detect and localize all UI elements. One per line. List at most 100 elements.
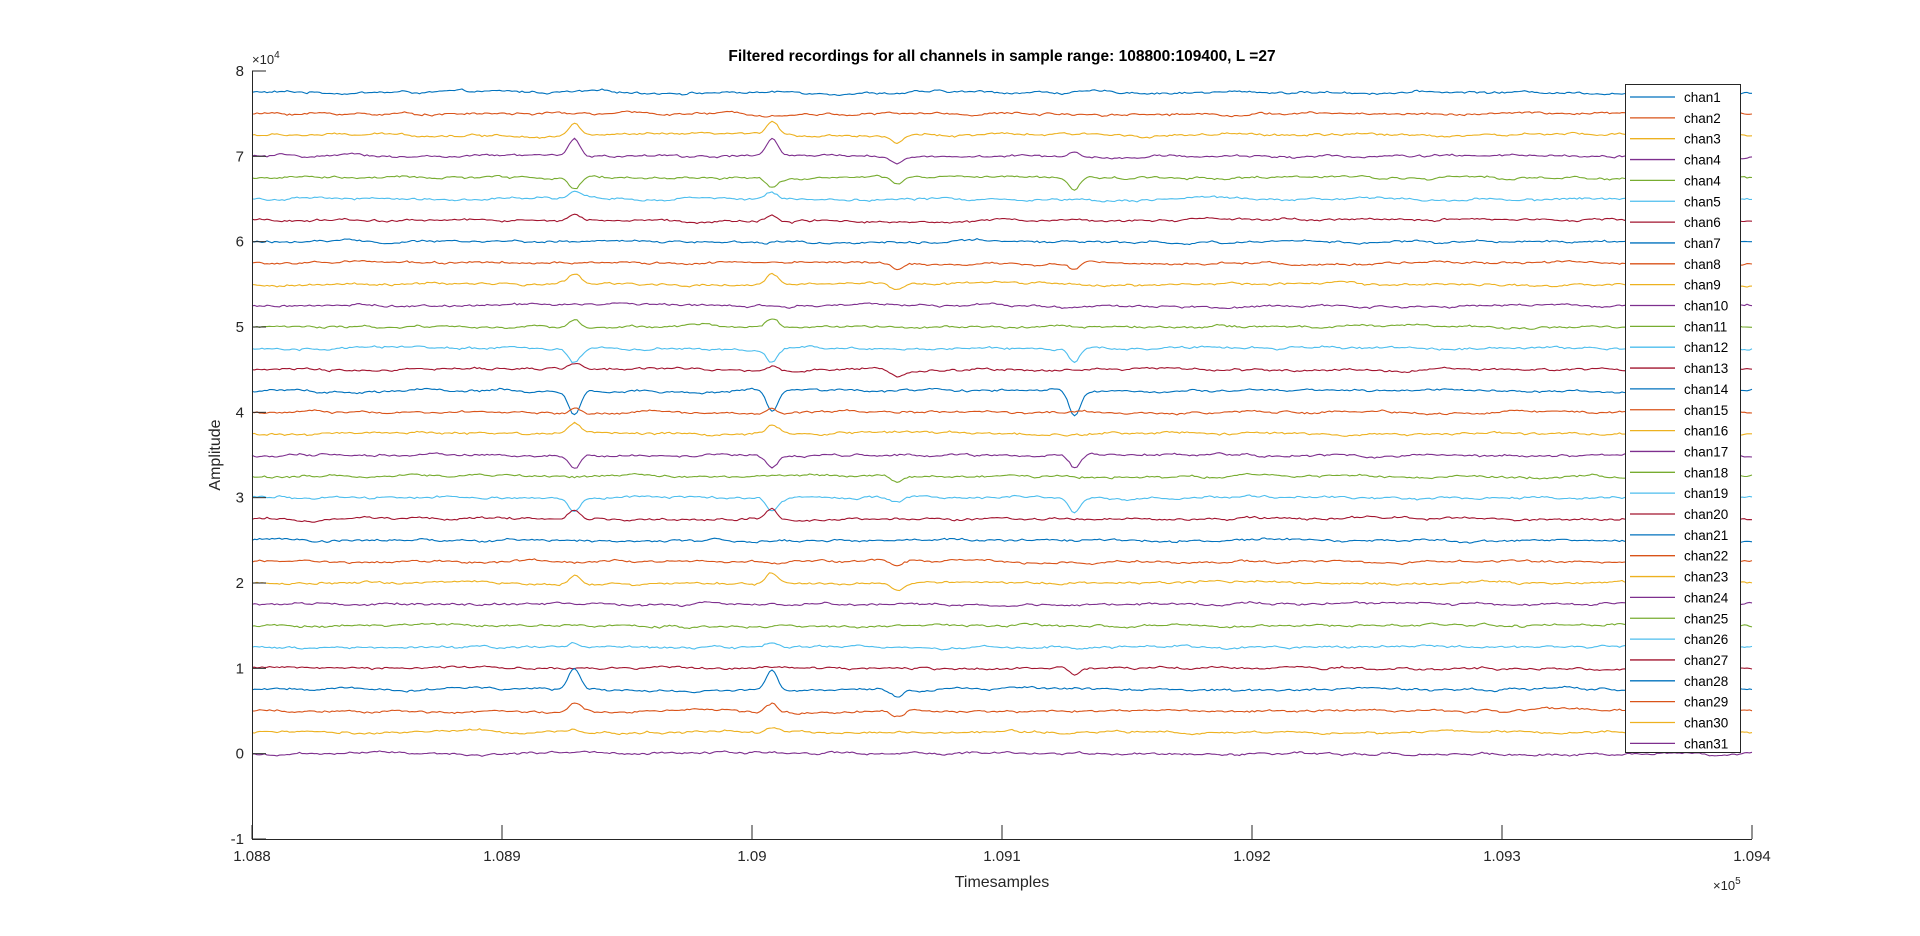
x-ticks: 1.088 1.089 1.09 1.091 1.092 1.093 1.094 — [233, 825, 1771, 865]
y-tick-label: 4 — [236, 404, 244, 421]
series-line-chan16 — [251, 421, 1752, 437]
legend-label: chan23 — [1684, 570, 1728, 585]
chart-title: Filtered recordings for all channels in … — [728, 48, 1275, 65]
legend-label: chan2 — [1684, 111, 1721, 126]
series-line-chan1 — [251, 88, 1752, 96]
series-line-chan3 — [251, 120, 1753, 145]
legend-label: chan30 — [1684, 716, 1728, 731]
legend-label: chan9 — [1684, 278, 1721, 293]
y-tick-label: 5 — [236, 319, 244, 336]
legend-label: chan4 — [1684, 173, 1721, 188]
legend-label: chan8 — [1684, 257, 1721, 272]
legend-label: chan28 — [1684, 674, 1728, 689]
legend-label: chan12 — [1684, 340, 1728, 355]
series-line-chan31 — [251, 750, 1753, 757]
y-tick-label: 3 — [236, 490, 244, 507]
legend-label: chan17 — [1684, 444, 1728, 459]
legend-label: chan31 — [1684, 736, 1728, 751]
x-tick-label: 1.088 — [233, 848, 271, 865]
series-line-chan19 — [251, 494, 1753, 514]
legend-label: chan21 — [1684, 528, 1728, 543]
svg-text:×105: ×105 — [1713, 876, 1741, 893]
series-line-chan17 — [251, 452, 1753, 469]
plot-area: 1.088 1.089 1.09 1.091 1.092 1.093 1.094 -1 0 1 2… — [231, 63, 1771, 865]
legend-label: chan10 — [1684, 299, 1728, 314]
x-exponent-base: ×10 — [1713, 878, 1735, 893]
series-line-chan27 — [251, 665, 1753, 676]
x-exponent-power: 5 — [1735, 876, 1741, 887]
series-line-chan2 — [251, 110, 1753, 118]
legend-label: chan15 — [1684, 403, 1728, 418]
series-line-chan29 — [251, 702, 1753, 718]
series-line-chan13 — [251, 362, 1753, 378]
x-axis-label: Timesamples — [955, 874, 1050, 891]
legend-label: chan29 — [1684, 695, 1728, 710]
series-line-chan20 — [251, 507, 1753, 523]
series-line-chan30 — [251, 727, 1753, 736]
legend-label: chan6 — [1684, 215, 1721, 230]
legend-label: chan3 — [1684, 132, 1721, 147]
series-line-chan7 — [251, 237, 1752, 246]
legend-label: chan1 — [1684, 90, 1721, 105]
x-tick-label: 1.089 — [483, 848, 521, 865]
x-tick-label: 1.094 — [1733, 848, 1771, 865]
y-exponent-power: 4 — [274, 50, 280, 61]
legend-label: chan11 — [1684, 319, 1727, 334]
legend-label: chan26 — [1684, 632, 1728, 647]
series-line-chan18 — [251, 472, 1753, 483]
x-exponent-label: ×105 — [1713, 876, 1741, 893]
y-tick-label: 7 — [236, 148, 244, 165]
legend-label: chan14 — [1684, 382, 1729, 397]
x-tick-label: 1.093 — [1483, 848, 1521, 865]
series-line-chan10 — [251, 302, 1753, 310]
legend-label: chan16 — [1684, 424, 1728, 439]
y-tick-label: 6 — [236, 234, 244, 251]
series-line-chan14 — [251, 387, 1753, 417]
y-exponent-label: ×104 — [252, 50, 280, 67]
series-line-chan28 — [251, 667, 1753, 698]
y-tick-label: 0 — [236, 746, 244, 763]
series-line-chan26 — [251, 641, 1753, 651]
legend-label: chan27 — [1684, 653, 1728, 668]
series-line-chan24 — [251, 601, 1753, 608]
legend-label: chan20 — [1684, 507, 1728, 522]
legend-label: chan7 — [1684, 236, 1721, 251]
series-line-chan5 — [251, 190, 1753, 203]
x-tick-label: 1.091 — [983, 848, 1021, 865]
legend-box — [1625, 84, 1741, 753]
legend-label: chan4 — [1684, 153, 1721, 168]
series-line-chan9 — [251, 272, 1753, 290]
legend-label: chan5 — [1684, 194, 1721, 209]
series-line-chan4 — [251, 174, 1753, 191]
x-tick-label: 1.09 — [737, 848, 766, 865]
series-line-chan25 — [251, 622, 1753, 630]
svg-text:×104: ×104 — [252, 50, 280, 67]
x-tick-label: 1.092 — [1233, 848, 1271, 865]
axis-lines — [252, 71, 1752, 840]
series-line-chan4 — [251, 137, 1753, 165]
y-tick-label: 2 — [236, 575, 244, 592]
legend-label: chan19 — [1684, 486, 1728, 501]
series-line-chan21 — [251, 537, 1753, 544]
y-tick-label: 1 — [236, 660, 244, 677]
series-line-chan8 — [251, 260, 1753, 271]
series-line-chan22 — [251, 558, 1753, 567]
series-line-chan11 — [251, 318, 1753, 330]
legend-label: chan13 — [1684, 361, 1728, 376]
y-tick-label: -1 — [231, 831, 244, 848]
y-tick-label: 8 — [236, 63, 244, 80]
y-axis-label: Amplitude — [207, 419, 224, 490]
series-line-chan15 — [251, 407, 1753, 416]
legend-label: chan18 — [1684, 465, 1728, 480]
legend-label: chan22 — [1684, 549, 1728, 564]
legend-label: chan25 — [1684, 611, 1728, 626]
series-line-chan6 — [251, 213, 1753, 225]
y-ticks: -1 0 1 2 3 4 5 6 7 8 — [231, 63, 266, 848]
legend-items: chan1 chan2 chan3 chan4 chan4 chan5 chan6 chan7… — [1630, 90, 1729, 751]
legend[interactable]: chan1 chan2 chan3 chan4 chan4 chan5 chan6 chan7… — [1625, 84, 1741, 753]
series-line-chan23 — [251, 572, 1753, 592]
series-layer — [251, 88, 1753, 757]
y-exponent-base: ×10 — [252, 52, 274, 67]
legend-label: chan24 — [1684, 590, 1729, 605]
